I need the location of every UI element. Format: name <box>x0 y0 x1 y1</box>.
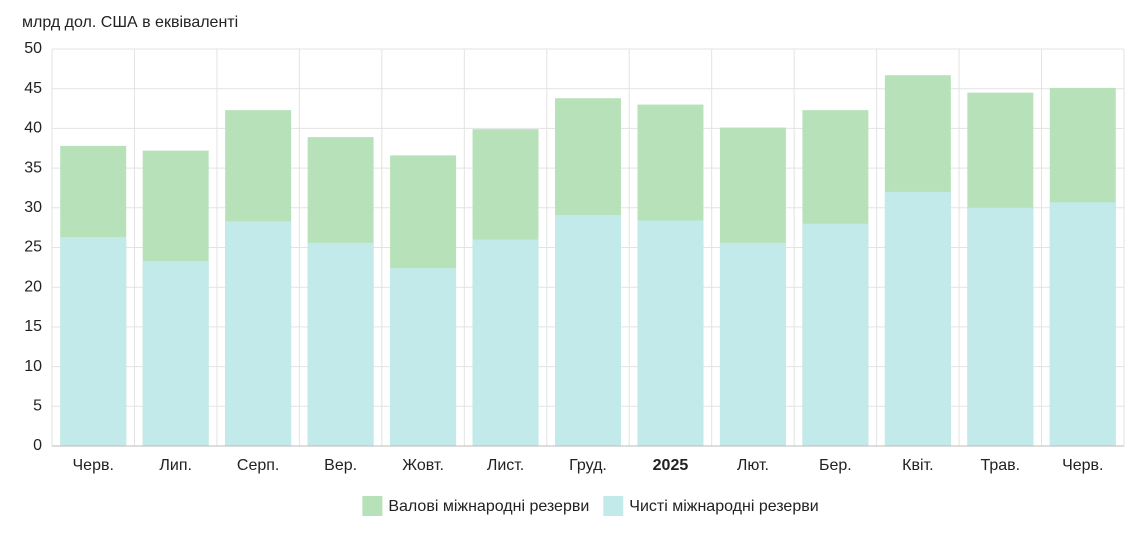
x-tick-label: Вер. <box>324 457 357 474</box>
bar <box>637 220 704 446</box>
bar <box>719 242 786 446</box>
bar <box>307 242 374 446</box>
legend-label: Чисті міжнародні резерви <box>629 498 818 515</box>
y-tick-label: 5 <box>33 398 42 415</box>
y-tick-label: 30 <box>24 199 42 216</box>
x-tick-label: Черв. <box>73 457 114 474</box>
x-tick-label: Лист. <box>487 457 524 474</box>
legend-swatch <box>362 496 383 516</box>
y-tick-label: 35 <box>24 159 42 176</box>
bar <box>555 214 621 446</box>
bar <box>60 237 127 446</box>
x-tick-label: Лип. <box>159 457 192 474</box>
legend-label: Валові міжнародні резерви <box>388 498 589 515</box>
bar <box>802 223 869 446</box>
bar <box>390 268 457 446</box>
y-axis-label: млрд дол. США в еквіваленті <box>22 14 238 31</box>
bar <box>472 239 539 446</box>
x-tick-label: 2025 <box>653 457 689 474</box>
bar <box>142 260 209 446</box>
x-tick-label: Груд. <box>569 457 607 474</box>
x-tick-label: Квіт. <box>902 457 933 474</box>
y-tick-label: 0 <box>33 437 42 454</box>
x-tick-label: Жовт. <box>402 457 444 474</box>
bar <box>1049 202 1116 446</box>
legend-swatch <box>603 496 624 516</box>
y-tick-label: 20 <box>24 278 42 295</box>
y-tick-label: 45 <box>24 80 42 97</box>
x-tick-label: Серп. <box>237 457 279 474</box>
x-tick-label: Черв. <box>1062 457 1103 474</box>
y-tick-label: 25 <box>24 239 42 256</box>
y-tick-label: 40 <box>24 120 42 137</box>
bar <box>884 191 951 446</box>
bar <box>225 221 292 446</box>
y-tick-label: 10 <box>24 358 42 375</box>
y-tick-label: 15 <box>24 318 42 335</box>
y-tick-label: 50 <box>24 40 42 57</box>
x-tick-label: Трав. <box>980 457 1020 474</box>
x-tick-label: Лют. <box>737 457 769 474</box>
x-tick-label: Бер. <box>819 457 852 474</box>
bar <box>967 207 1034 446</box>
